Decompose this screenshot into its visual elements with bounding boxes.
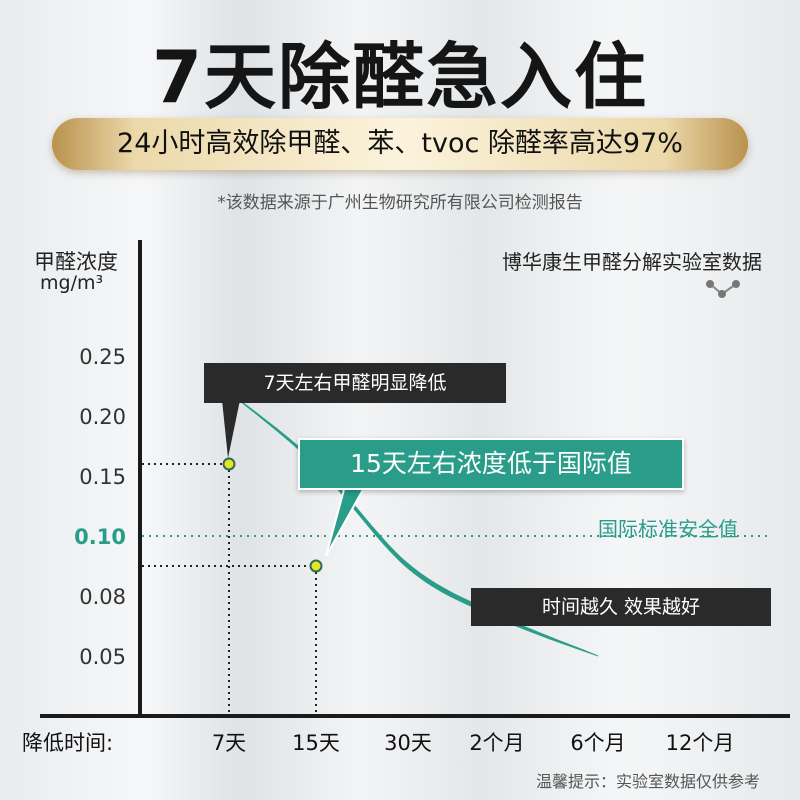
lab-data-label: 博华康生甲醛分解实验室数据: [502, 250, 762, 274]
x-tick-label: 6个月: [570, 731, 625, 755]
feature-banner: 24小时高效除甲醛、苯、tvoc 除醛率高达97%: [52, 118, 748, 170]
y-tick-label: 0.20: [79, 405, 126, 429]
data-point-marker: [222, 457, 236, 471]
share-nodes-icon: [704, 278, 744, 306]
y-tick-label: 0.08: [79, 585, 126, 609]
y-tick-label: 0.15: [79, 465, 126, 489]
x-tick-label: 2个月: [469, 731, 524, 755]
callout-7-days: 7天左右甲醛明显降低: [204, 363, 506, 403]
footer-note: 温馨提示：实验室数据仅供参考: [535, 772, 760, 791]
y-axis-unit: mg/m³: [40, 272, 104, 294]
reference-line-label: 国际标准安全值: [598, 517, 738, 541]
x-axis-label: 降低时间:: [22, 731, 114, 755]
callout-pointer-2: [325, 485, 367, 557]
x-tick-label: 30天: [384, 731, 432, 755]
x-tick-label: 15天: [292, 731, 340, 755]
y-axis-label: 甲醛浓度: [34, 250, 118, 274]
x-tick-label: 12个月: [666, 731, 735, 755]
y-tick-label: 0.05: [79, 645, 126, 669]
source-note: *该数据来源于广州生物研究所有限公司检测报告: [217, 193, 583, 213]
callout-15-days: 15天左右浓度低于国际值: [298, 438, 684, 490]
y-tick-label: 0.25: [79, 345, 126, 369]
callout-pointer-1: [222, 400, 240, 458]
page-title: 7天除醛急入住: [151, 35, 649, 119]
data-point-marker: [309, 559, 323, 573]
y-tick-label: 0.10: [74, 525, 126, 549]
x-tick-label: 7天: [212, 731, 246, 755]
annotation-box: 时间越久 效果越好: [471, 588, 771, 626]
